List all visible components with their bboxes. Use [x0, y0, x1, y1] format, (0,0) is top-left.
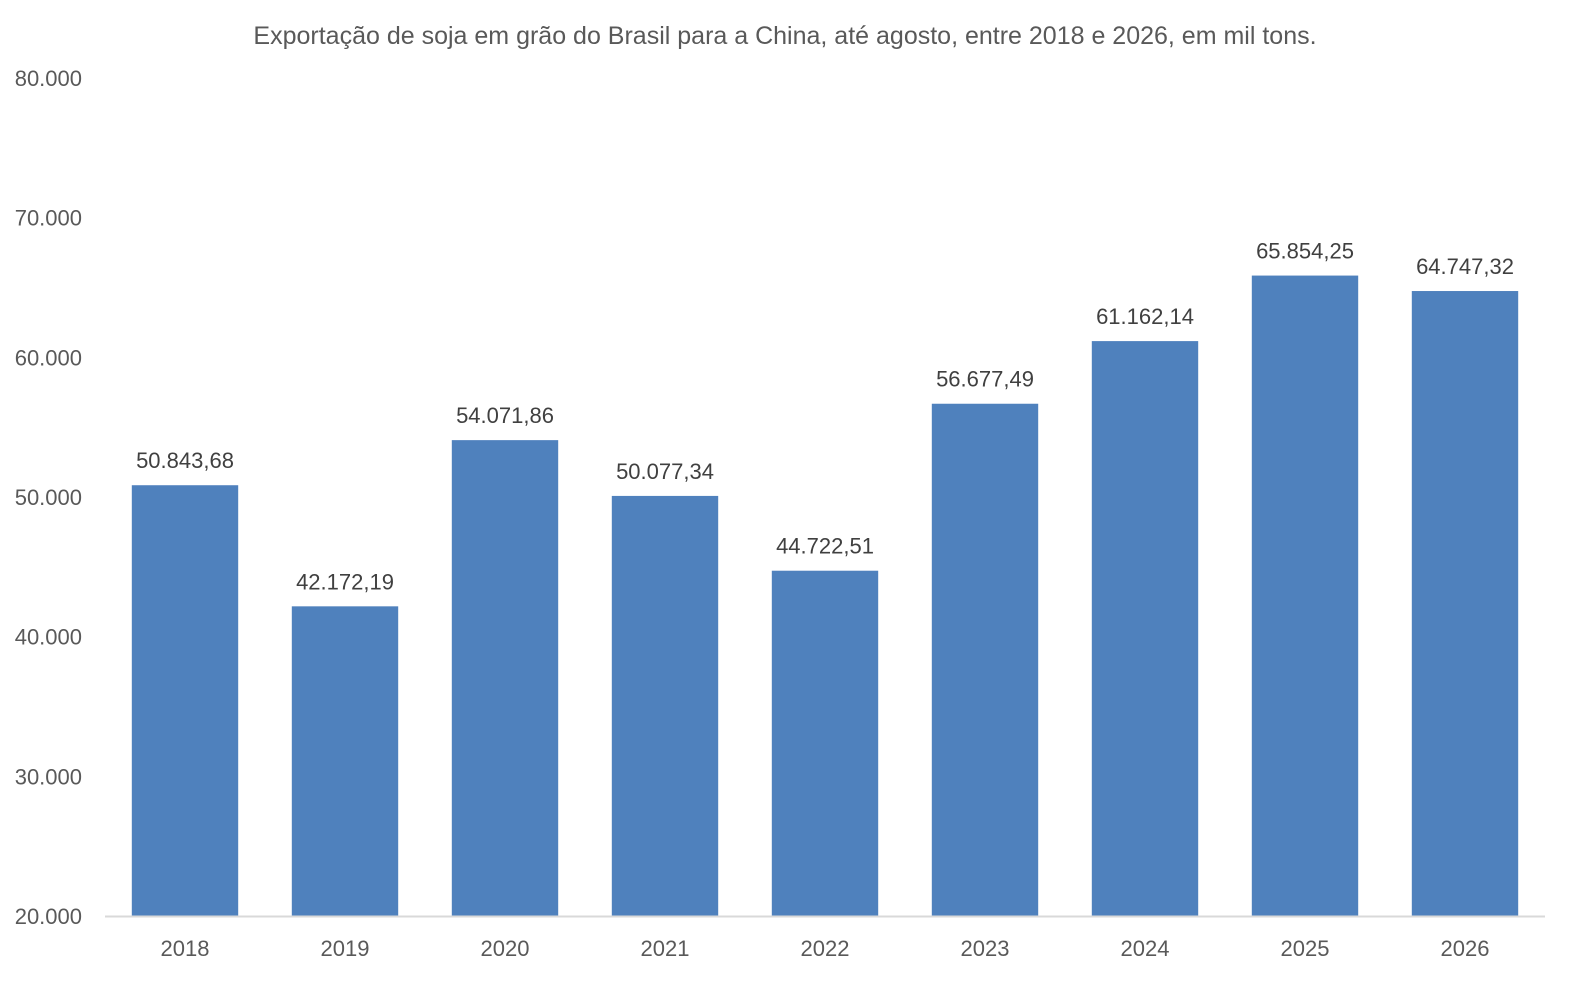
- data-label-2018: 50.843,68: [136, 448, 234, 473]
- bars: [131, 275, 1519, 917]
- bar-2023: [931, 403, 1039, 916]
- chart-title: Exportação de soja em grão do Brasil par…: [253, 22, 1316, 50]
- data-label-2023: 56.677,49: [936, 367, 1034, 392]
- x-axis: 2018 2019 2020 2021 2022 2023 2024 2025 2026: [105, 915, 1545, 961]
- x-tick-label-2026: 2026: [1441, 936, 1490, 961]
- y-tick-label: 60.000: [15, 345, 82, 370]
- y-tick-label: 40.000: [15, 625, 82, 650]
- x-tick-label-2020: 2020: [481, 936, 530, 961]
- data-label-2020: 54.071,86: [456, 403, 554, 428]
- y-tick-label: 70.000: [15, 206, 82, 231]
- y-tick-label: 30.000: [15, 764, 82, 789]
- y-tick-label: 50.000: [15, 485, 82, 510]
- data-labels: 50.843,68 42.172,19 54.071,86 50.077,34 44.7…: [136, 239, 1514, 595]
- bar-2021: [611, 495, 719, 916]
- data-label-2026: 64.747,32: [1416, 254, 1514, 279]
- data-label-2021: 50.077,34: [616, 459, 714, 484]
- data-label-2024: 61.162,14: [1096, 304, 1194, 329]
- bar-2025: [1251, 275, 1359, 916]
- x-tick-label-2022: 2022: [801, 936, 850, 961]
- bar-2024: [1091, 341, 1199, 917]
- bar-2026: [1411, 291, 1519, 916]
- x-tick-label-2025: 2025: [1281, 936, 1330, 961]
- bar-2018: [131, 485, 239, 916]
- x-tick-label-2018: 2018: [161, 936, 210, 961]
- bar-2022: [771, 570, 879, 916]
- x-tick-label-2024: 2024: [1121, 936, 1170, 961]
- bar-2020: [451, 440, 559, 916]
- x-tick-label-2023: 2023: [961, 936, 1010, 961]
- y-tick-label: 80.000: [15, 66, 82, 91]
- data-label-2025: 65.854,25: [1256, 239, 1354, 264]
- data-label-2019: 42.172,19: [296, 569, 394, 594]
- y-tick-label: 20.000: [15, 904, 82, 929]
- x-tick-label-2021: 2021: [641, 936, 690, 961]
- bar-2019: [291, 606, 399, 916]
- data-label-2022: 44.722,51: [776, 534, 874, 559]
- y-axis: 20.000 30.000 40.000 50.000 60.000 70.000 80.0…: [15, 66, 82, 929]
- x-tick-label-2019: 2019: [321, 936, 370, 961]
